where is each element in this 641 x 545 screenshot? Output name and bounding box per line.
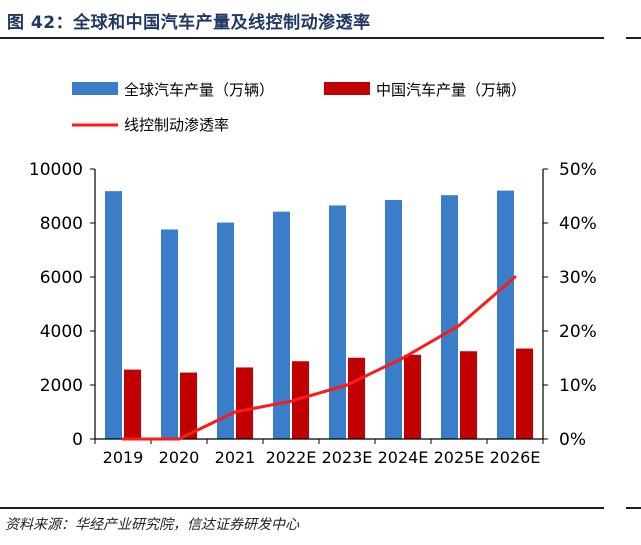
global-production-bar	[273, 211, 290, 439]
china-production-bar	[292, 361, 309, 439]
left-tick-label: 8000	[40, 214, 83, 234]
left-tick-label: 2000	[40, 376, 83, 396]
china-production-bar	[124, 369, 141, 439]
x-tick-label: 2025E	[434, 448, 485, 467]
right-tick-label: 30%	[559, 268, 597, 288]
bottom-rule-right	[626, 507, 641, 509]
x-tick-label: 2020	[159, 448, 200, 467]
chart-area: 0 2000 4000 6000 8000 10000 0% 10% 20% 30% 40% 50% 2…	[29, 81, 597, 467]
left-tick-label: 0	[72, 430, 83, 450]
legend-global-swatch	[72, 82, 118, 95]
bottom-rule	[0, 507, 604, 509]
china-production-bar	[404, 354, 421, 439]
x-tick-label: 2019	[103, 448, 144, 467]
figure-title: 图 42：全球和中国汽车产量及线控制动渗透率	[7, 13, 371, 33]
legend-china-label: 中国汽车产量（万辆）	[376, 81, 526, 99]
x-tick-label: 2021	[215, 448, 256, 467]
china-production-bar	[460, 351, 477, 439]
global-production-bar	[385, 200, 402, 439]
global-production-bar	[217, 222, 234, 439]
china-production-bar	[236, 367, 253, 439]
source-note: 资料来源：华经产业研究院，信达证券研发中心	[5, 517, 299, 533]
left-tick-label: 10000	[29, 160, 83, 180]
right-tick-label: 0%	[559, 430, 586, 450]
global-production-bar	[441, 195, 458, 439]
global-production-bar	[329, 205, 346, 439]
penetration-rate-line	[121, 275, 517, 441]
top-rule-right	[626, 37, 641, 39]
global-production-bar	[161, 229, 178, 439]
right-tick-label: 20%	[559, 322, 597, 342]
legend-china-swatch	[324, 82, 370, 95]
right-tick-label: 40%	[559, 214, 597, 234]
left-tick-label: 6000	[40, 268, 83, 288]
figure-header: 图 42：全球和中国汽车产量及线控制动渗透率	[0, 0, 641, 40]
x-tick-label: 2022E	[266, 448, 317, 467]
legend-line-label: 线控制动渗透率	[124, 116, 229, 134]
china-production-bar	[180, 372, 197, 439]
china-production-bar	[516, 348, 533, 439]
top-rule	[0, 37, 604, 39]
china-production-bar	[348, 357, 365, 439]
global-production-bar	[497, 190, 514, 439]
right-tick-label: 50%	[559, 160, 597, 180]
legend-global-label: 全球汽车产量（万辆）	[124, 81, 274, 99]
x-tick-label: 2026E	[490, 448, 541, 467]
x-tick-label: 2023E	[322, 448, 373, 467]
global-production-bar	[105, 191, 122, 439]
x-tick-label: 2024E	[378, 448, 429, 467]
right-tick-label: 10%	[559, 376, 597, 396]
left-tick-label: 4000	[40, 322, 83, 342]
